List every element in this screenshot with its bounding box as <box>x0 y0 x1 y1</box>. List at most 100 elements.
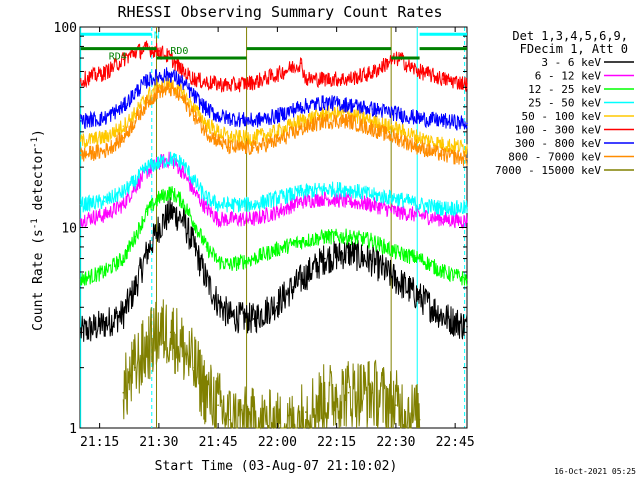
series-6-point-16 <box>347 103 350 106</box>
series-5-point-21 <box>371 72 374 74</box>
series-2-point-4 <box>146 210 148 213</box>
series-4-point-20 <box>442 143 445 146</box>
x-tick-label-2: 21:45 <box>199 435 238 450</box>
series-3-point-9 <box>205 197 208 199</box>
series-0-point-14 <box>300 278 302 281</box>
series-6-point-12 <box>252 120 255 122</box>
series-6-point-9 <box>205 108 208 110</box>
series-1-point-0 <box>79 218 82 220</box>
series-8-point-7 <box>205 391 208 394</box>
series-0-point-3 <box>134 287 136 289</box>
series-5-point-18 <box>305 78 307 80</box>
series-3-point-0 <box>79 203 82 206</box>
series-5-point-12 <box>217 83 219 85</box>
series-5-point-4 <box>122 58 125 61</box>
series-7-point-6 <box>169 88 172 90</box>
series-6-point-4 <box>146 79 148 82</box>
series-4-point-15 <box>324 112 326 115</box>
series-7-point-0 <box>79 154 82 156</box>
series-3-point-16 <box>347 188 350 191</box>
series-7-point-9 <box>205 131 208 133</box>
series-7-point-11 <box>229 146 231 149</box>
series-line-2 <box>80 186 468 286</box>
series-line-7 <box>80 82 468 167</box>
series-2-point-2 <box>122 257 125 260</box>
series-1-point-10 <box>217 218 219 220</box>
series-5-point-11 <box>205 81 208 84</box>
series-1-point-12 <box>252 218 255 220</box>
series-1-point-20 <box>442 218 445 220</box>
series-5-point-25 <box>418 70 421 73</box>
series-5-point-13 <box>229 84 231 87</box>
series-7-point-7 <box>181 97 184 100</box>
series-5-point-17 <box>300 62 302 64</box>
series-8-point-3 <box>158 331 160 334</box>
series-6-point-8 <box>193 95 196 98</box>
series-8-point-1 <box>134 366 136 369</box>
series-1-point-21 <box>466 220 468 222</box>
series-7-point-17 <box>371 128 374 130</box>
series-5-point-27 <box>466 83 468 85</box>
series-2-point-9 <box>205 246 208 248</box>
series-5-point-15 <box>276 73 279 76</box>
series-3-point-5 <box>158 162 160 164</box>
series-0-point-21 <box>466 325 468 328</box>
series-7-point-10 <box>217 140 219 142</box>
series-1-point-16 <box>347 200 350 203</box>
series-8-point-11 <box>305 411 307 413</box>
series-4-point-19 <box>418 137 421 139</box>
series-1-point-15 <box>324 197 326 199</box>
series-5-point-22 <box>388 61 390 63</box>
series-8-point-14 <box>371 391 374 394</box>
series-6-point-3 <box>134 91 136 94</box>
series-3-point-10 <box>217 203 219 206</box>
series-1-point-13 <box>276 210 279 213</box>
series-4-point-3 <box>134 112 136 115</box>
series-1-point-18 <box>395 210 397 213</box>
series-4-point-5 <box>158 84 160 87</box>
x-tick-label-1: 21:30 <box>139 435 178 450</box>
series-5-point-14 <box>252 81 255 84</box>
legend-label-0: 3 - 6 keV <box>541 56 601 69</box>
series-0-point-4 <box>146 251 148 254</box>
series-3-point-21 <box>466 207 468 209</box>
series-0-point-5 <box>158 226 160 229</box>
annotation-2: RD0 <box>170 46 188 57</box>
series-6-point-13 <box>276 115 279 117</box>
series-7-point-18 <box>395 137 397 139</box>
series-8-point-12 <box>324 397 326 400</box>
series-0-point-17 <box>371 260 374 262</box>
series-3-point-4 <box>146 166 148 168</box>
series-4-point-14 <box>300 120 302 122</box>
series-2-point-20 <box>442 271 445 273</box>
series-7-point-5 <box>158 90 160 92</box>
series-4-point-11 <box>229 137 231 139</box>
state-bars-layer <box>80 32 467 60</box>
series-0-point-10 <box>217 302 219 304</box>
series-8-point-16 <box>418 418 421 421</box>
legend: Det 1,3,4,5,6,9, FDecim 1, Att 0 3 - 6 k… <box>495 29 634 177</box>
series-4-point-18 <box>395 128 397 130</box>
series-3-point-1 <box>103 200 106 203</box>
y-tick-label-1: 10 <box>61 222 77 237</box>
series-4-point-21 <box>466 146 468 149</box>
series-2-point-7 <box>181 200 184 203</box>
series-line-3 <box>80 151 468 218</box>
series-line-1 <box>80 151 468 230</box>
series-3-point-19 <box>418 203 421 206</box>
series-0-point-8 <box>193 246 196 248</box>
annotations-layer: N RD4 RD0 <box>109 30 189 62</box>
footer-date: 16-Oct-2021 05:25 <box>554 467 636 476</box>
y-tick-label-2: 100 <box>54 21 77 36</box>
series-0-point-16 <box>347 251 350 254</box>
x-axis-label: Start Time (03-Aug-07 21:10:02) <box>155 459 398 474</box>
series-7-point-13 <box>276 140 279 142</box>
series-8-point-2 <box>146 347 148 350</box>
series-8-point-9 <box>229 418 231 421</box>
x-tick-label-0: 21:15 <box>80 435 119 450</box>
series-8-point-8 <box>217 404 219 407</box>
series-2-point-1 <box>103 271 106 273</box>
series-8-point-15 <box>395 404 397 407</box>
series-3-point-18 <box>395 197 397 199</box>
series-2-point-10 <box>217 260 219 262</box>
